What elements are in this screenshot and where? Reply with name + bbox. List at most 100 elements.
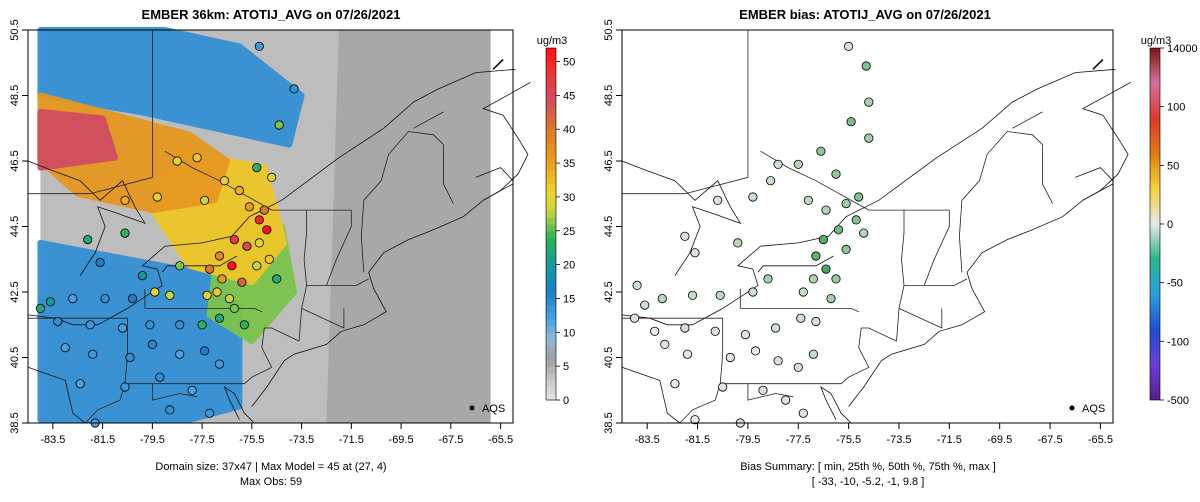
left-colorbar-cell <box>546 81 556 90</box>
right-bias-point <box>808 349 819 359</box>
left-aqs-point <box>229 235 239 245</box>
right-x-tick-label: -77.5 <box>786 434 811 446</box>
right-y-tick-label: 48.5 <box>603 85 615 106</box>
left-aqs-point <box>165 290 175 300</box>
left-aqs-point <box>197 320 207 330</box>
left-colorbar-cell <box>546 244 556 252</box>
right-bias-point <box>650 326 660 336</box>
left-colorbar-cell <box>546 54 556 63</box>
left-island <box>492 58 504 70</box>
right-y-tick-label: 38.5 <box>603 412 615 433</box>
left-field-pink-core <box>37 108 119 171</box>
left-colorbar-unit: ug/m3 <box>537 35 568 47</box>
left-legend-label: AQS <box>482 403 505 415</box>
right-bias-point <box>811 251 821 261</box>
right-coast-line <box>1081 82 1131 201</box>
left-colorbar-cell <box>546 224 556 232</box>
left-colorbar-cell <box>546 210 556 218</box>
left-aqs-point <box>145 320 155 330</box>
right-bias-point <box>781 395 791 405</box>
left-aqs-point <box>175 349 185 359</box>
left-colorbar-cell <box>546 251 556 259</box>
right-bias-point <box>773 159 783 169</box>
left-legend: AQS <box>469 403 505 415</box>
left-coast-line <box>223 385 255 424</box>
left-aqs-point <box>244 202 254 212</box>
right-plot-background <box>622 30 1113 423</box>
left-border-line <box>306 278 369 286</box>
right-y-tick-label: 40.5 <box>603 347 615 368</box>
left-colorbar-cell <box>546 183 556 191</box>
left-x-tick-label: -79.5 <box>140 434 165 446</box>
right-bias-point <box>864 133 874 143</box>
right-x-tick-label: -69.5 <box>987 434 1012 446</box>
left-aqs-point <box>214 359 225 369</box>
left-colorbar-cell <box>546 318 556 327</box>
left-aqs-point <box>242 241 252 251</box>
left-y-tick-label: 50.5 <box>9 19 21 40</box>
left-border-line <box>84 383 126 424</box>
left-colorbar-cell <box>546 217 556 225</box>
right-x-tick-label: -65.5 <box>1088 434 1113 446</box>
left-state-borders <box>28 30 454 424</box>
right-border-line <box>747 383 794 401</box>
left-colorbar-cell <box>546 332 556 340</box>
left-aqs-observations <box>35 41 299 428</box>
left-coast-line <box>27 68 516 326</box>
right-coast-line <box>757 255 834 273</box>
left-colorbar-cell <box>546 176 556 184</box>
right-plot-area <box>621 29 1131 428</box>
left-colorbar-cell <box>546 136 556 144</box>
right-bias-point <box>680 231 690 241</box>
right-colorbar-tick-label: 50 <box>1167 160 1179 172</box>
left-colorbar-cell <box>546 257 556 266</box>
left-aqs-point <box>53 316 63 327</box>
left-aqs-point <box>175 261 185 271</box>
left-aqs-point <box>202 290 212 300</box>
left-colorbar-cell <box>546 372 556 381</box>
right-bias-point <box>816 146 826 156</box>
left-colorbar-cell <box>546 345 556 354</box>
left-colorbar-cell <box>546 312 556 320</box>
left-x-tick-label: -75.5 <box>239 434 264 446</box>
left-colorbar-cell <box>546 88 556 96</box>
right-bias-point <box>670 379 680 389</box>
left-colorbar-tick-label: 30 <box>563 192 575 204</box>
right-bias-point <box>763 274 773 284</box>
left-x-tick-label: -71.5 <box>339 434 364 446</box>
left-colorbar-cell <box>546 75 556 83</box>
right-bias-point <box>841 244 851 254</box>
left-ocean-field <box>326 30 491 423</box>
left-coast-line <box>251 183 514 407</box>
left-colorbar-cell <box>546 142 556 151</box>
left-aqs-point <box>224 293 235 304</box>
right-colorbar-tick-label: 14000 <box>1167 43 1198 55</box>
left-aqs-point <box>120 195 130 205</box>
right-x-tick-label: -81.5 <box>685 434 710 446</box>
left-aqs-point <box>214 251 225 261</box>
left-aqs-point <box>219 176 230 186</box>
left-colorbar-cell <box>546 305 556 313</box>
left-colorbar-cell <box>546 95 556 103</box>
left-aqs-point <box>289 84 299 94</box>
left-legend-marker <box>469 405 475 411</box>
left-aqs-point <box>85 320 95 330</box>
left-colorbar-cell <box>546 386 556 394</box>
left-aqs-point <box>152 192 162 202</box>
left-colorbar-cell <box>546 68 556 76</box>
left-x-tick-label: -81.5 <box>90 434 115 446</box>
left-aqs-point <box>264 254 274 264</box>
left-colorbar-cell <box>546 291 556 300</box>
left-border-line <box>144 308 262 313</box>
right-border-line <box>622 317 897 385</box>
left-colorbar-cell <box>546 203 556 212</box>
left-colorbar-cell <box>546 264 556 272</box>
left-coast-line <box>27 160 146 276</box>
left-aqs-point <box>272 274 282 284</box>
left-y-tick-label: 38.5 <box>9 412 21 433</box>
left-aqs-point <box>254 215 264 225</box>
right-bias-point <box>831 274 841 284</box>
right-state-borders <box>622 30 1053 424</box>
